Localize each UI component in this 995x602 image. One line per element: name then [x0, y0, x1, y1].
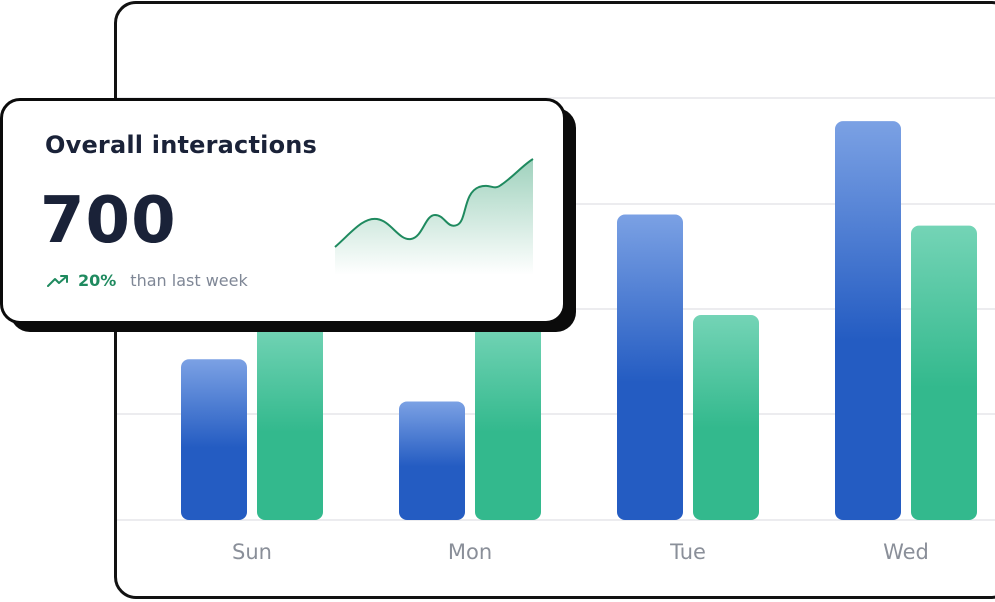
sparkline: [334, 158, 534, 275]
bar-sun-series-1: [181, 359, 247, 520]
sparkline-line: [334, 158, 534, 248]
tick-label-mon: Mon: [448, 540, 492, 564]
trending-up-icon: [47, 274, 68, 287]
bar-mon-series-1: [399, 401, 465, 520]
change-label: than last week: [130, 271, 248, 290]
stat-change: 20% than last week: [47, 271, 248, 290]
change-percentage: 20%: [78, 271, 117, 290]
stat-value: 700: [40, 184, 177, 258]
tick-label-sun: Sun: [232, 540, 272, 564]
bar-sun-series-2: [257, 324, 323, 520]
sparkline-area: [335, 159, 533, 275]
tick-label-wed: Wed: [883, 540, 929, 564]
bar-wed-series-2: [911, 225, 977, 520]
bar-tue-series-1: [617, 214, 683, 521]
overall-interactions-card: Overall interactions 700 20% than last w…: [0, 98, 566, 324]
bar-mon-series-2: [475, 324, 541, 520]
bar-tue-series-2: [693, 315, 759, 520]
bar-wed-series-1: [835, 121, 901, 520]
stat-card-title: Overall interactions: [45, 131, 318, 159]
tick-label-tue: Tue: [669, 540, 706, 564]
